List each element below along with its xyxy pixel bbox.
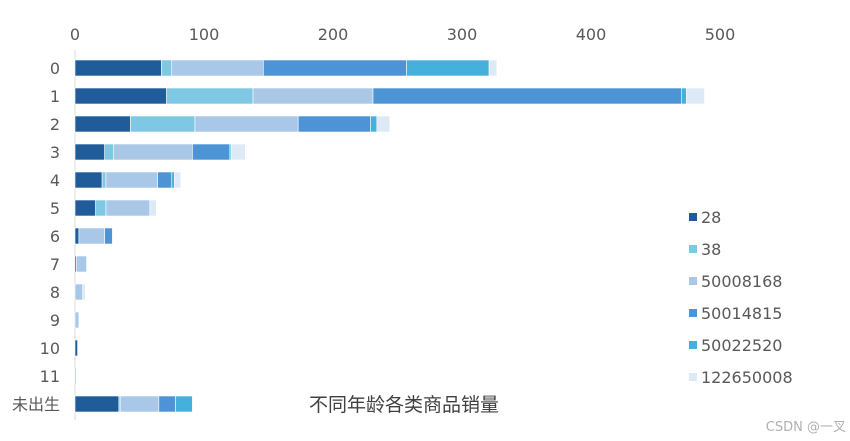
bar-segment [74,227,80,245]
y-category-label: 7 [50,255,60,274]
bar-segment [157,171,173,189]
x-tick-label: 0 [70,25,80,44]
bar-segment [74,59,162,77]
bar-segment [74,367,77,385]
x-tick-label: 400 [576,25,607,44]
bar-segment [74,199,96,217]
bar-segment [263,59,407,77]
bar-segment [105,171,158,189]
bar-segment [75,255,87,273]
y-category-label: 11 [40,367,60,386]
bar-segment [171,59,264,77]
bar-segment [74,339,78,357]
bar-segment [174,171,182,189]
bar-segment [376,115,391,133]
bar-segment [74,171,103,189]
legend-swatch [689,245,697,253]
y-category-label: 6 [50,227,60,246]
bar-segment [119,395,160,413]
bar-segment [252,87,374,105]
bar-segment [78,227,105,245]
y-category-label: 1 [50,87,60,106]
y-category-label: 2 [50,115,60,134]
y-category-label: 9 [50,311,60,330]
y-category-label: 8 [50,283,60,302]
legend-swatch [689,277,697,285]
bar-segment [686,87,705,105]
bar-segment [161,59,173,77]
y-category-label: 3 [50,143,60,162]
bar-segment [74,283,84,301]
legend-swatch [689,341,697,349]
bar-segment [166,87,254,105]
chart-title: 不同年龄各类商品销量 [309,394,499,416]
legend-swatch [689,213,697,221]
bar-segment [130,115,196,133]
legend-label: 28 [701,208,721,227]
bar-segment [113,143,193,161]
bar-segment [149,199,157,217]
legend-swatch [689,309,697,317]
y-category-label: 5 [50,199,60,218]
bar-segment [406,59,490,77]
bar-segment [82,283,86,301]
bar-segment [105,199,151,217]
bar-segment [74,115,131,133]
legend-label: 122650008 [701,368,793,387]
chart-axes: 0 100 200 300 400 500 0 1 2 3 4 5 6 7 8 9 10 11 未出生 [12,25,735,420]
bar-segment [488,59,498,77]
bar-segment [192,143,231,161]
x-tick-label: 100 [189,25,220,44]
chart-legend: 28 38 50008168 50014815 50022520 122650008 [689,208,793,387]
y-category-label: 4 [50,171,60,190]
legend-label: 50022520 [701,336,782,355]
legend-label: 50008168 [701,272,782,291]
bar-segment [297,115,371,133]
bar-segment [104,227,113,245]
chart-bars [74,59,705,413]
bar-segment [175,395,193,413]
legend-label: 50014815 [701,304,782,323]
legend-label: 38 [701,240,721,259]
bar-segment [74,87,167,105]
bar-segment [74,143,105,161]
bar-segment [171,171,175,189]
bar-segment [158,395,176,413]
bar-segment [95,199,107,217]
bar-segment [370,115,378,133]
bar-segment [230,143,246,161]
bar-segment [74,395,120,413]
bar-segment [74,311,80,329]
x-tick-label: 200 [318,25,349,44]
watermark-text: CSDN @一叉 [766,420,846,435]
y-category-label: 10 [40,339,60,358]
bar-segment [101,171,107,189]
bar-segment [680,87,687,105]
bar-segment [194,115,299,133]
y-category-label: 未出生 [12,395,60,414]
bar-segment [104,143,114,161]
y-category-label: 0 [50,59,60,78]
legend-swatch [689,373,697,381]
x-tick-label: 300 [447,25,478,44]
x-tick-label: 500 [705,25,736,44]
bar-segment [372,87,682,105]
